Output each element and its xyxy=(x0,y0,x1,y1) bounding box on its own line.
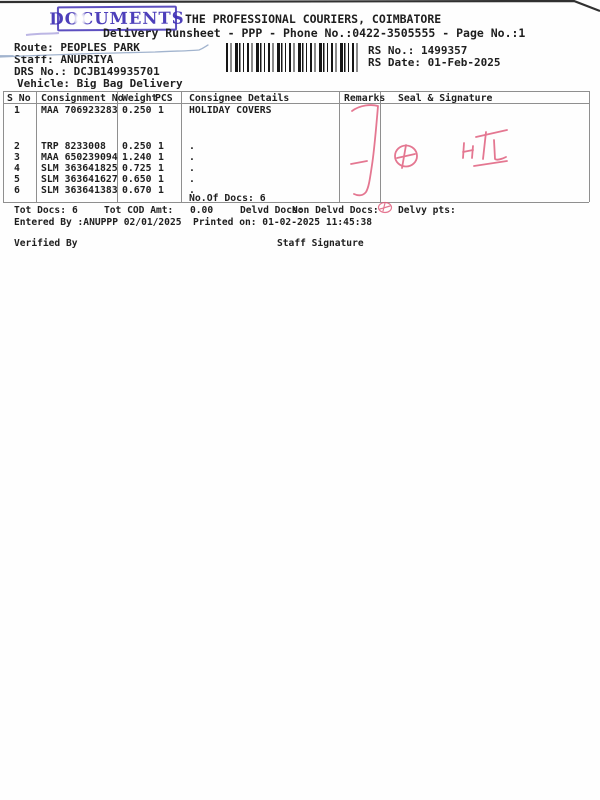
col-header-seal: Seal & Signature xyxy=(398,92,493,104)
col-header-remarks: Remarks xyxy=(344,92,386,104)
cell-pcs: 1 xyxy=(158,184,164,196)
cell-sno: 6 xyxy=(14,184,20,196)
entered-by-line: Entered By :ANUPPP 02/01/2025 xyxy=(14,217,182,228)
drs-number-line: DRS No.: DCJB149935701 xyxy=(14,65,160,78)
cell-weight: 0.670 xyxy=(122,184,152,196)
cell-sno: 3 xyxy=(14,151,20,163)
vehicle-line: Vehicle: Big Bag Delivery xyxy=(17,77,183,90)
cell-consignment: TRP 8233008 xyxy=(41,140,106,152)
delvd-docs-label: Delvd Docs: xyxy=(240,205,304,216)
rs-date-line: RS Date: 01-Feb-2025 xyxy=(368,56,501,69)
company-title: THE PROFESSIONAL COURIERS, COIMBATORE xyxy=(185,12,442,26)
col-header-weight: Weight xyxy=(122,92,158,104)
pink-pen-annotations xyxy=(350,104,508,214)
route-line: Route: PEOPLES PARK xyxy=(14,41,140,54)
col-header-consignee: Consignee Details xyxy=(189,92,290,104)
non-delvd-docs-label: Non Delvd Docs: xyxy=(292,205,379,216)
cell-consignee: . xyxy=(189,151,195,163)
cell-consignment: MAA 650239094 xyxy=(41,151,118,163)
cell-consignment: SLM 363641825 xyxy=(41,163,118,174)
tot-docs-value: 6 xyxy=(72,205,78,216)
cell-pcs: 1 xyxy=(158,174,164,185)
cell-consignee: HOLIDAY COVERS xyxy=(189,105,272,116)
verified-by-label: Verified By xyxy=(14,238,78,249)
cell-consignment: SLM 363641383 xyxy=(41,184,118,196)
pen-circled-mark-non-delvd xyxy=(377,201,393,214)
cell-weight: 0.650 xyxy=(122,174,152,185)
table-vline-right xyxy=(589,91,590,202)
cell-consignee: . xyxy=(189,174,195,185)
cell-weight: 0.250 xyxy=(122,140,152,152)
cell-consignment: SLM 363641627 xyxy=(41,174,118,185)
cell-weight: 0.250 xyxy=(122,105,152,116)
cell-sno: 2 xyxy=(14,140,20,152)
cell-sno: 1 xyxy=(14,105,20,116)
stamp-fade-artifact xyxy=(71,9,89,29)
table-vline-sno xyxy=(36,91,37,202)
delvy-pts-label: Delvy pts: xyxy=(398,205,456,216)
no-of-docs: No.Of Docs: 6 xyxy=(189,192,266,204)
cell-pcs: 1 xyxy=(158,105,164,116)
cell-sno: 5 xyxy=(14,174,20,185)
cell-consignee: . xyxy=(189,140,195,152)
staff-signature-label: Staff Signature xyxy=(277,238,364,249)
pen-bracket xyxy=(351,104,379,197)
barcode xyxy=(226,43,360,72)
col-header-pcs: PCS xyxy=(155,92,173,104)
pen-circled-plus xyxy=(394,144,418,169)
pen-note-HTL xyxy=(462,129,508,167)
runsheet-subtitle: Delivery Runsheet - PPP - Phone No.:0422… xyxy=(103,26,526,40)
cell-pcs: 1 xyxy=(158,163,164,174)
table-bottom-border xyxy=(3,202,589,203)
cell-consignee: . xyxy=(189,184,195,196)
cell-consignment: MAA 706923283 xyxy=(41,105,118,116)
table-top-border xyxy=(3,91,589,92)
stamp-smudge xyxy=(25,32,60,36)
cell-consignee: . xyxy=(189,163,195,174)
table-vline-left xyxy=(3,91,4,202)
cell-sno: 4 xyxy=(14,163,20,174)
cell-weight: 0.725 xyxy=(122,163,152,174)
pen-bracket-tick xyxy=(350,160,368,165)
cell-pcs: 1 xyxy=(158,140,164,152)
cell-pcs: 1 xyxy=(158,151,164,163)
rs-number-line: RS No.: 1499357 xyxy=(368,44,468,57)
cell-weight: 1.240 xyxy=(122,151,152,163)
tot-cod-value: 0.00 xyxy=(190,205,214,216)
table-vline-remarks xyxy=(380,91,381,202)
staff-line: Staff: ANUPRIYA xyxy=(14,53,114,66)
table-header-underline xyxy=(3,103,589,104)
printed-on-line: Printed on: 01-02-2025 11:45:38 xyxy=(193,217,373,228)
tot-docs-label: Tot Docs: xyxy=(14,205,66,216)
col-header-sno: S No xyxy=(7,92,31,104)
col-header-consignment: Consignment No xyxy=(41,92,124,104)
table-vline-consignee xyxy=(339,91,340,202)
tot-cod-label: Tot COD Amt: xyxy=(104,205,174,216)
table-vline-consignment xyxy=(117,91,118,202)
table-vline-pcs xyxy=(181,91,182,202)
